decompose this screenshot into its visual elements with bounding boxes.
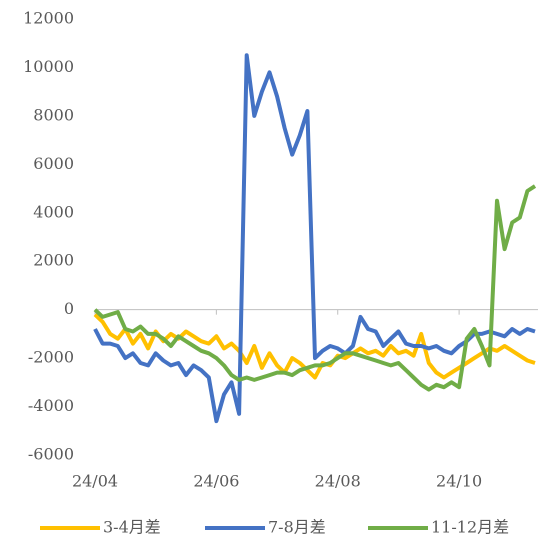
x-tick-label: 24/04 [72,472,118,491]
series-line [93,53,536,424]
y-tick-label: 10000 [23,57,74,76]
y-tick-label: 12000 [23,9,74,28]
x-tick-label: 24/08 [315,472,361,491]
x-tick-label: 24/06 [193,472,239,491]
y-tick-label: 4000 [33,202,74,221]
y-tick-label: -6000 [28,445,74,464]
y-tick-label: 8000 [33,105,74,124]
x-tick-label: 24/10 [436,472,482,491]
y-tick-label: 6000 [33,154,74,173]
y-tick-label: 0 [64,299,74,318]
legend-label: 7-8月差 [268,518,326,537]
series-line [93,184,537,392]
y-tick-label: -2000 [28,348,74,367]
y-tick-label: -4000 [28,396,74,415]
legend-label: 3-4月差 [103,518,161,537]
legend-label: 11-12月差 [431,518,509,537]
y-tick-label: 2000 [33,251,74,270]
